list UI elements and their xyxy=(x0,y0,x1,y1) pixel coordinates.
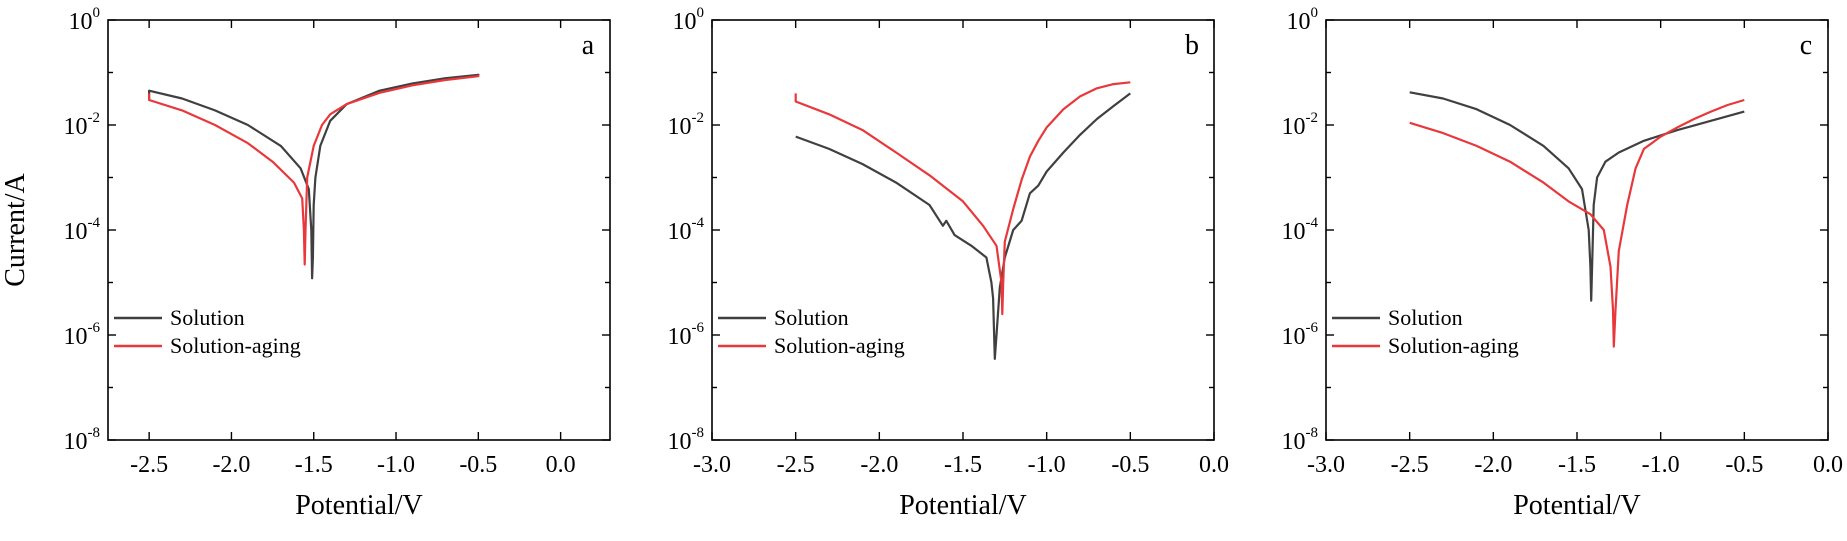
y-tick-label: 10-2 xyxy=(64,110,101,140)
x-tick-label: -1.0 xyxy=(1642,452,1680,478)
legend-label: Solution-aging xyxy=(1388,333,1519,358)
series-line-solution-aging xyxy=(794,81,1131,316)
x-tick-label: -3.0 xyxy=(693,452,731,478)
plot-frame xyxy=(1325,19,1829,441)
x-tick-label: -0.5 xyxy=(459,452,497,478)
y-tick-label: 100 xyxy=(69,5,101,35)
y-tick-label: 10-6 xyxy=(1282,320,1319,350)
y-tick-label: 10-6 xyxy=(668,320,705,350)
y-tick-label: 10-4 xyxy=(1282,215,1319,245)
x-tick-label: -2.5 xyxy=(130,452,168,478)
x-tick-label: 0.0 xyxy=(1813,452,1843,478)
y-axis-label: Current/A xyxy=(0,172,31,286)
y-tick-label: 10-8 xyxy=(668,425,705,455)
x-tick-label: -2.0 xyxy=(860,452,898,478)
plot-frame xyxy=(107,19,611,441)
panel-letter: b xyxy=(1185,30,1199,61)
plot-frame xyxy=(711,19,1215,441)
x-tick-label: -1.0 xyxy=(1028,452,1066,478)
series-line-solution-aging xyxy=(1409,98,1745,348)
x-tick-label: -1.0 xyxy=(377,452,415,478)
chart-panel-b: -3.0 -2.5 -2.0 -1.5 -1.0 -0.5 0.0 10-8 10-6 10-4 1… xyxy=(668,5,1230,521)
x-axis-label: Potential/V xyxy=(1513,490,1641,521)
y-tick-label: 100 xyxy=(1287,5,1319,35)
legend: Solution Solution-aging xyxy=(718,305,905,358)
legend: Solution Solution-aging xyxy=(1332,305,1519,358)
x-tick-label: -0.5 xyxy=(1725,452,1763,478)
x-tick-label: -1.5 xyxy=(295,452,333,478)
x-tick-label: -0.5 xyxy=(1111,452,1149,478)
y-tick-label: 10-8 xyxy=(1282,425,1319,455)
x-tick-label: -2.0 xyxy=(1474,452,1512,478)
y-tick-label: 100 xyxy=(673,5,705,35)
legend-label: Solution-aging xyxy=(774,333,905,358)
x-tick-label: 0.0 xyxy=(546,452,576,478)
y-tick-label: 10-4 xyxy=(668,215,705,245)
x-tick-label: -2.0 xyxy=(212,452,250,478)
x-tick-label: 0.0 xyxy=(1199,452,1229,478)
legend-label: Solution xyxy=(170,305,245,330)
x-axis-label: Potential/V xyxy=(295,490,423,521)
y-tick-label: 10-2 xyxy=(1282,110,1319,140)
legend-label: Solution-aging xyxy=(170,333,301,358)
series-line-solution xyxy=(1409,91,1745,302)
y-tick-label: 10-8 xyxy=(64,425,101,455)
legend-label: Solution xyxy=(774,305,849,330)
series-line-solution-aging xyxy=(148,74,480,266)
chart-panel-a: -2.5 -2.0 -1.5 -1.0 -0.5 0.0 10-8 10-6 10-4 10-2 1… xyxy=(0,5,611,521)
series-line-solution xyxy=(148,73,480,280)
x-tick-label: -2.5 xyxy=(777,452,815,478)
x-tick-label: -1.5 xyxy=(1558,452,1596,478)
series-line-solution xyxy=(795,92,1131,360)
y-tick-label: 10-4 xyxy=(64,215,101,245)
y-tick-label: 10-2 xyxy=(668,110,705,140)
y-tick-label: 10-6 xyxy=(64,320,101,350)
x-tick-label: -1.5 xyxy=(944,452,982,478)
panel-letter: c xyxy=(1800,30,1812,61)
x-tick-label: -3.0 xyxy=(1307,452,1345,478)
legend: Solution Solution-aging xyxy=(114,305,301,358)
x-tick-label: -2.5 xyxy=(1391,452,1429,478)
legend-label: Solution xyxy=(1388,305,1463,330)
chart-panel-c: -3.0 -2.5 -2.0 -1.5 -1.0 -0.5 0.0 10-8 10-6 10-4 1… xyxy=(1282,5,1844,521)
x-axis-label: Potential/V xyxy=(899,490,1027,521)
panel-letter: a xyxy=(582,30,595,61)
